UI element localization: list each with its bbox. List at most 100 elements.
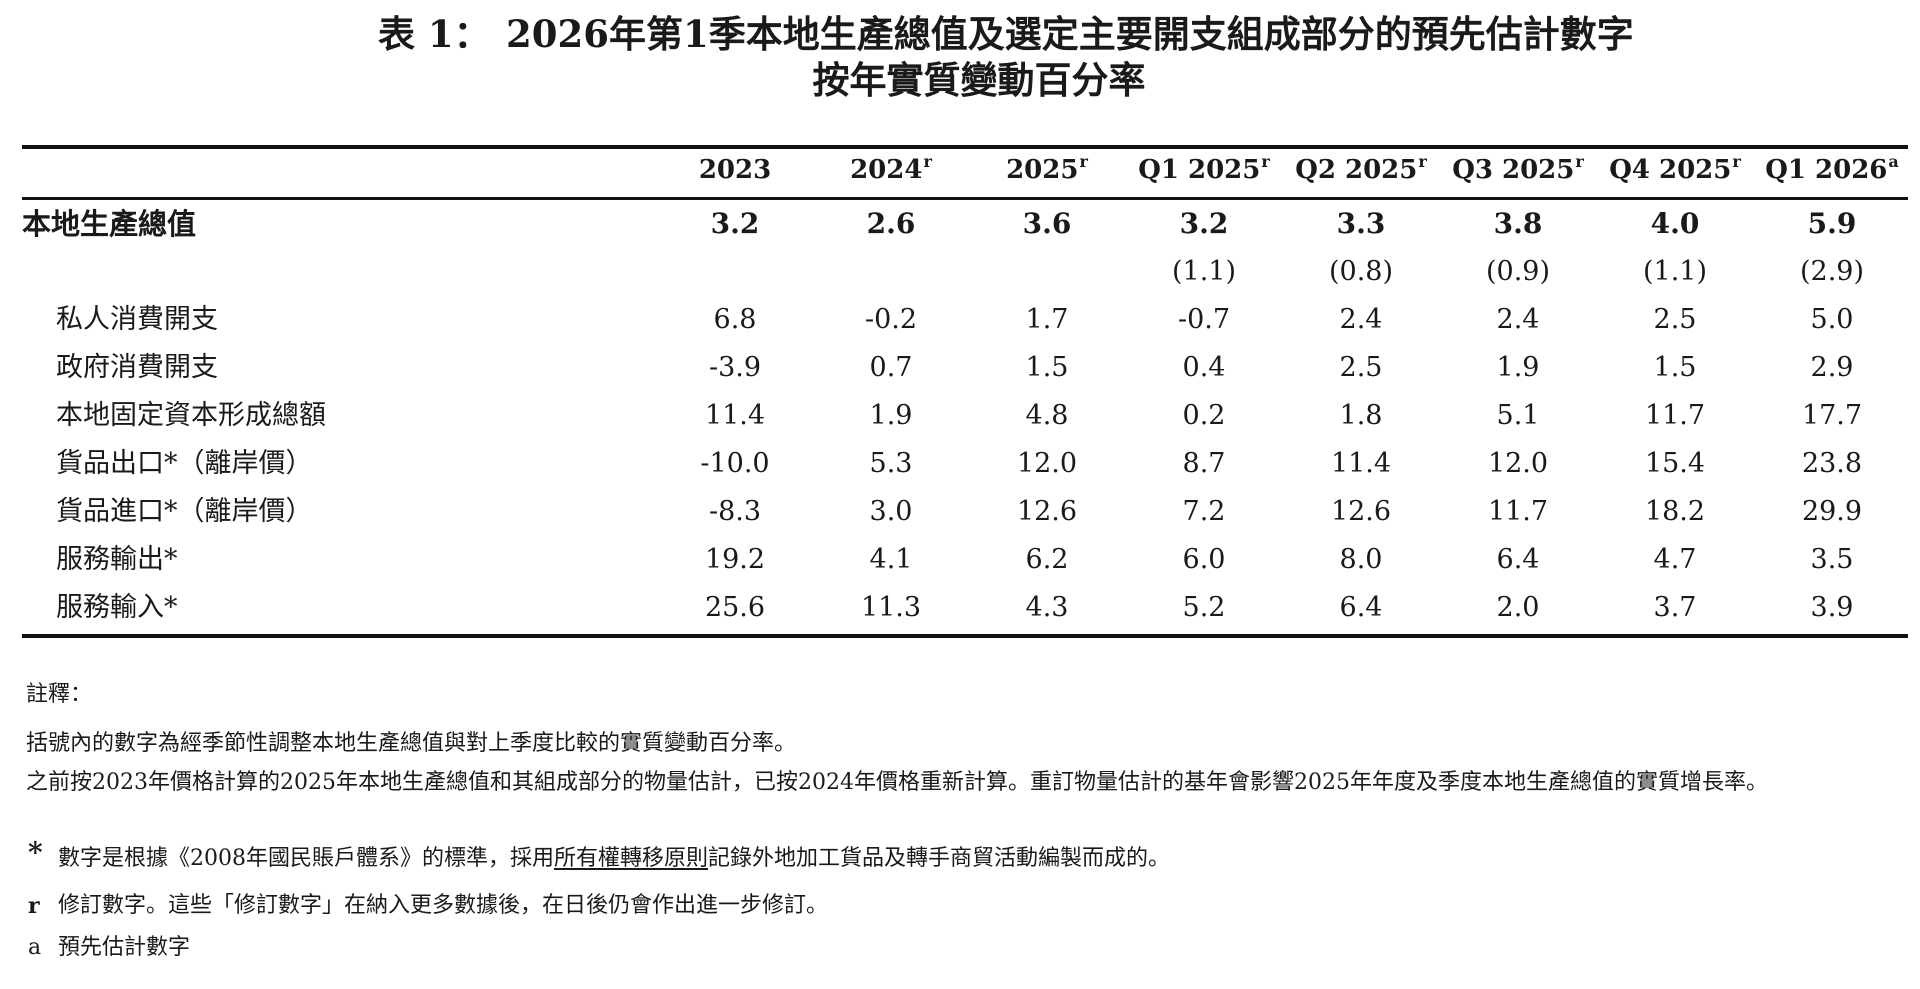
note-advance: a 預先估計數字 xyxy=(26,933,1896,963)
value-cell: -0.2 xyxy=(864,304,918,335)
value-cell: 23.8 xyxy=(1801,448,1863,479)
value-cell: 2.9 xyxy=(1810,352,1854,383)
column-header: Q2 2025r xyxy=(1286,149,1436,192)
column-header-label: Q1 2026 xyxy=(1765,155,1888,185)
component-rows: 私人消費開支 6.8 -0.2 1.7 -0.7 2.4 2.4 2.5 5.0 政府消費開支 -3… xyxy=(22,296,1908,632)
note-revised: r 修訂數字。這些「修訂數字」在納入更多數據後，在日後仍會作出進一步修訂。 xyxy=(26,891,1896,921)
value-cell: 1.7 xyxy=(1025,304,1069,335)
column-header-mark: r xyxy=(1418,152,1427,171)
notes-heading: 註釋： xyxy=(26,682,93,707)
value-cell: 6.4 xyxy=(1496,544,1540,575)
gdp-value-cell: 3.3 xyxy=(1336,207,1386,240)
table-top-rule xyxy=(22,145,1908,149)
table-bottom-rule xyxy=(22,634,1908,638)
value-cell: 1.8 xyxy=(1339,400,1383,431)
column-header: Q3 2025r xyxy=(1443,149,1593,192)
gdp-value-cell: 2.6 xyxy=(866,207,916,240)
row-label: 本地固定資本形成總額 xyxy=(56,400,326,431)
value-cell: -3.9 xyxy=(708,352,762,383)
value-cell: 11.7 xyxy=(1487,496,1549,527)
gdp-value-cell: 3.6 xyxy=(1022,207,1072,240)
column-header: Q1 2025r xyxy=(1129,149,1279,192)
value-cell: 2.0 xyxy=(1496,592,1540,623)
gdp-value-cell: 3.8 xyxy=(1493,207,1543,240)
value-cell: 6.8 xyxy=(713,304,757,335)
table-row: 貨品進口*（離岸價） -8.3 3.0 12.6 7.2 12.6 11.7 18.2 29.9 xyxy=(22,488,1908,536)
table-row: 私人消費開支 6.8 -0.2 1.7 -0.7 2.4 2.4 2.5 5.0 xyxy=(22,296,1908,344)
value-cell: 6.4 xyxy=(1339,592,1383,623)
value-cell: 3.0 xyxy=(869,496,913,527)
column-header-label: Q2 2025 xyxy=(1295,155,1418,185)
value-cell: -0.7 xyxy=(1177,304,1231,335)
gdp-value-cell: 3.2 xyxy=(710,207,760,240)
value-cell: 0.4 xyxy=(1182,352,1226,383)
table-header-rule xyxy=(22,197,1908,200)
value-cell: 7.2 xyxy=(1182,496,1226,527)
value-cell: 3.5 xyxy=(1810,544,1854,575)
column-header-label: 2025 xyxy=(1006,155,1079,185)
note-star-marker: * xyxy=(28,836,43,869)
ownership-principle-link[interactable]: 所有權轉移原則 xyxy=(554,846,709,871)
value-cell: 12.6 xyxy=(1016,496,1078,527)
column-header: Q4 2025r xyxy=(1600,149,1750,192)
note-r-text: 修訂數字。這些「修訂數字」在納入更多數據後，在日後仍會作出進一步修訂。 xyxy=(58,893,829,918)
value-cell: 19.2 xyxy=(704,544,766,575)
value-cell: 1.9 xyxy=(1496,352,1540,383)
value-cell: 1.5 xyxy=(1025,352,1069,383)
table-row: 服務輸入* 25.6 11.3 4.3 5.2 6.4 2.0 3.7 3.9 xyxy=(22,584,1908,632)
value-cell: 2.4 xyxy=(1339,304,1383,335)
value-cell: -8.3 xyxy=(708,496,762,527)
gdp-label: 本地生產總值 xyxy=(22,207,197,241)
table-row: 政府消費開支 -3.9 0.7 1.5 0.4 2.5 1.9 1.5 2.9 xyxy=(22,344,1908,392)
value-cell: 2.5 xyxy=(1339,352,1383,383)
gdp-value-cell: 4.0 xyxy=(1650,207,1700,240)
note-star: * 數字是根據《2008年國民賬戶體系》的標準，採用所有權轉移原則記錄外地加工貨… xyxy=(26,838,1896,874)
value-cell: 5.1 xyxy=(1496,400,1540,431)
value-cell: 11.3 xyxy=(860,592,922,623)
value-cell: 4.1 xyxy=(869,544,913,575)
note-star-pre: 數字是根據《2008年國民賬戶體系》的標準，採用 xyxy=(58,846,554,871)
value-cell: 8.7 xyxy=(1182,448,1226,479)
table-row: 服務輸出* 19.2 4.1 6.2 6.0 8.0 6.4 4.7 3.5 xyxy=(22,536,1908,584)
table-row: 本地固定資本形成總額 11.4 1.9 4.8 0.2 1.8 5.1 11.7 17.7 xyxy=(22,392,1908,440)
value-cell: 11.4 xyxy=(704,400,766,431)
value-cell: 12.0 xyxy=(1016,448,1078,479)
column-header-mark: r xyxy=(1732,152,1741,171)
note-star-post: 記錄外地加工貨品及轉手商貿活動編製而成的。 xyxy=(708,846,1171,871)
value-cell: 18.2 xyxy=(1644,496,1706,527)
column-header-mark: r xyxy=(1575,152,1584,171)
value-cell: 25.6 xyxy=(704,592,766,623)
value-cell: 5.3 xyxy=(869,448,913,479)
gdp-value-cell: 3.2 xyxy=(1179,207,1229,240)
column-header: 2023 xyxy=(660,149,810,192)
value-cell: 17.7 xyxy=(1801,400,1863,431)
note-a-marker: a xyxy=(28,935,42,960)
value-cell: 1.5 xyxy=(1653,352,1697,383)
column-header-mark: r xyxy=(923,152,932,171)
value-cell: 4.8 xyxy=(1025,400,1069,431)
column-header: Q1 2026a xyxy=(1757,149,1907,192)
column-header-mark: r xyxy=(1079,152,1088,171)
table-header-row: 2023 2024r 2025r Q1 2025r Q2 2025r Q3 2025r Q4… xyxy=(22,149,1908,197)
value-cell: 1.9 xyxy=(869,400,913,431)
value-cell: 0.2 xyxy=(1182,400,1226,431)
value-cell: 0.7 xyxy=(869,352,913,383)
row-label: 貨品進口*（離岸價） xyxy=(56,496,313,527)
value-cell: 11.7 xyxy=(1644,400,1706,431)
value-cell: 11.4 xyxy=(1330,448,1392,479)
gdp-qoq-cell: (0.8) xyxy=(1328,256,1393,287)
note-star-text: 數字是根據《2008年國民賬戶體系》的標準，採用所有權轉移原則記錄外地加工貨品及… xyxy=(58,844,1170,874)
value-cell: 4.7 xyxy=(1653,544,1697,575)
value-cell: 5.0 xyxy=(1810,304,1854,335)
gdp-qoq-cell: (0.9) xyxy=(1485,256,1550,287)
value-cell: -10.0 xyxy=(700,448,770,479)
column-header: 2024r xyxy=(816,149,966,192)
title-line-1: 表 1： 2026年第1季本地生產總值及選定主要開支組成部分的預先估計數字 xyxy=(378,12,1634,56)
gdp-qoq-cell: (1.1) xyxy=(1642,256,1707,287)
value-cell: 12.0 xyxy=(1487,448,1549,479)
value-cell: 2.5 xyxy=(1653,304,1697,335)
row-label: 貨品出口*（離岸價） xyxy=(56,448,313,479)
value-cell: 12.6 xyxy=(1330,496,1392,527)
value-cell: 3.7 xyxy=(1653,592,1697,623)
column-header-mark: a xyxy=(1888,152,1899,171)
